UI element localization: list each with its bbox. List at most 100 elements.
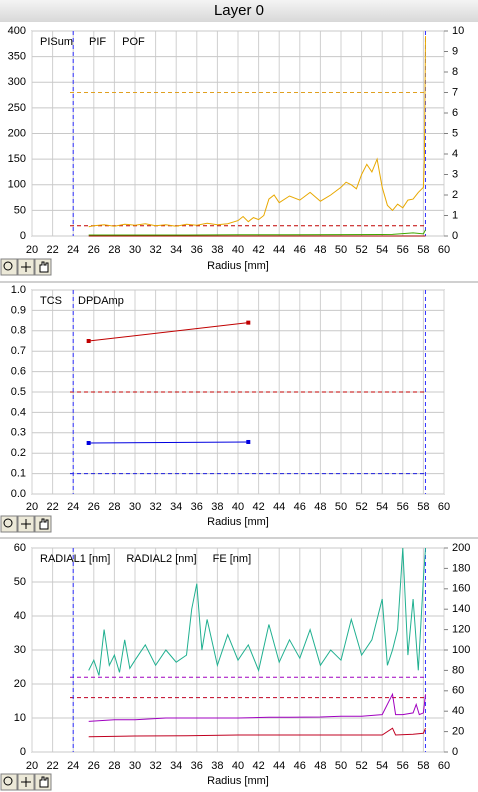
y2-tick-label: 180 — [452, 562, 470, 574]
x-tick-label: 22 — [46, 501, 58, 513]
x-tick-label: 30 — [129, 501, 141, 513]
point-marker — [86, 339, 91, 343]
y-tick-label: 350 — [8, 51, 26, 63]
x-tick-label: 30 — [129, 760, 141, 772]
zoom-button[interactable] — [0, 258, 18, 276]
x-tick-label: 58 — [417, 244, 429, 256]
y2-tick-label: 140 — [452, 603, 470, 615]
y2-tick-label: 0 — [452, 230, 458, 242]
series-line — [88, 692, 426, 722]
x-tick-label: 20 — [26, 501, 38, 513]
x-tick-label: 54 — [376, 760, 388, 772]
toolbar — [0, 515, 52, 533]
x-tick-label: 46 — [294, 760, 306, 772]
y-tick-label: 0.1 — [11, 468, 26, 480]
x-tick-label: 44 — [273, 760, 285, 772]
zoom-icon — [3, 261, 13, 271]
x-tick-label: 60 — [438, 501, 450, 513]
y-tick-label: 60 — [14, 542, 26, 554]
hand-icon — [39, 776, 49, 788]
hand-icon — [39, 518, 49, 530]
y-tick-label: 300 — [8, 76, 26, 88]
x-axis-label: Radius [mm] — [207, 775, 269, 787]
x-tick-label: 40 — [232, 244, 244, 256]
x-tick-label: 54 — [376, 244, 388, 256]
y-tick-label: 30 — [14, 644, 26, 656]
legend-entry: RADIAL1 [nm] — [40, 553, 110, 565]
x-tick-label: 48 — [314, 760, 326, 772]
x-tick-label: 36 — [191, 244, 203, 256]
point-marker — [246, 320, 251, 325]
x-tick-label: 30 — [129, 244, 141, 256]
y-tick-label: 0.8 — [11, 325, 26, 337]
y-tick-label: 0.0 — [11, 488, 26, 500]
x-tick-label: 60 — [438, 244, 450, 256]
x-tick-label: 50 — [335, 501, 347, 513]
y2-tick-label: 1 — [452, 209, 458, 221]
y2-tick-label: 3 — [452, 168, 458, 180]
x-tick-label: 42 — [252, 501, 264, 513]
y-tick-label: 20 — [14, 678, 26, 690]
y-tick-label: 0.9 — [11, 304, 26, 316]
window-title: Layer 0 — [214, 2, 264, 19]
x-tick-label: 22 — [46, 760, 58, 772]
legend-entry: POF — [122, 36, 145, 48]
x-tick-label: 28 — [108, 244, 120, 256]
series-line — [88, 441, 249, 444]
y-tick-label: 1.0 — [11, 284, 26, 296]
x-tick-label: 36 — [191, 501, 203, 513]
series-line — [88, 322, 249, 342]
y-tick-label: 0.5 — [11, 386, 26, 398]
x-tick-label: 22 — [46, 244, 58, 256]
legend-entry: PISum — [40, 36, 73, 48]
y-tick-label: 50 — [14, 576, 26, 588]
legend-entry: RADIAL2 [nm] — [126, 553, 196, 565]
x-tick-label: 32 — [149, 760, 161, 772]
x-tick-label: 56 — [397, 760, 409, 772]
plus-icon — [21, 519, 31, 529]
x-tick-label: 26 — [88, 244, 100, 256]
y2-tick-label: 9 — [452, 45, 458, 57]
x-tick-label: 24 — [67, 760, 79, 772]
y2-tick-label: 4 — [452, 148, 458, 160]
x-tick-label: 52 — [355, 760, 367, 772]
x-tick-label: 44 — [273, 501, 285, 513]
y-tick-label: 250 — [8, 102, 26, 114]
point-marker — [86, 441, 91, 445]
x-tick-label: 38 — [211, 244, 223, 256]
y-tick-label: 10 — [14, 712, 26, 724]
x-tick-label: 42 — [252, 244, 264, 256]
y-tick-label: 0 — [20, 230, 26, 242]
x-tick-label: 34 — [170, 501, 182, 513]
y2-tick-label: 100 — [452, 644, 470, 656]
x-tick-label: 26 — [88, 760, 100, 772]
point-marker — [246, 439, 251, 444]
series-line — [88, 547, 426, 676]
x-tick-label: 46 — [294, 501, 306, 513]
x-tick-label: 58 — [417, 760, 429, 772]
y-tick-label: 40 — [14, 610, 26, 622]
y2-tick-label: 0 — [452, 746, 458, 758]
zoom-button[interactable] — [0, 773, 18, 791]
x-tick-label: 44 — [273, 244, 285, 256]
y2-tick-label: 120 — [452, 624, 470, 636]
zoom-icon — [3, 518, 13, 528]
x-axis-label: Radius [mm] — [207, 260, 269, 272]
y2-tick-label: 40 — [452, 705, 464, 717]
x-tick-label: 40 — [232, 760, 244, 772]
x-tick-label: 48 — [314, 501, 326, 513]
y2-tick-label: 160 — [452, 583, 470, 595]
x-tick-label: 34 — [170, 760, 182, 772]
y2-tick-label: 200 — [452, 542, 470, 554]
x-tick-label: 50 — [335, 760, 347, 772]
x-tick-label: 56 — [397, 244, 409, 256]
zoom-icon — [3, 776, 13, 786]
x-tick-label: 34 — [170, 244, 182, 256]
x-tick-label: 20 — [26, 244, 38, 256]
y2-tick-label: 5 — [452, 127, 458, 139]
x-tick-label: 38 — [211, 760, 223, 772]
x-tick-label: 20 — [26, 760, 38, 772]
y2-tick-label: 80 — [452, 664, 464, 676]
zoom-button[interactable] — [0, 515, 18, 533]
